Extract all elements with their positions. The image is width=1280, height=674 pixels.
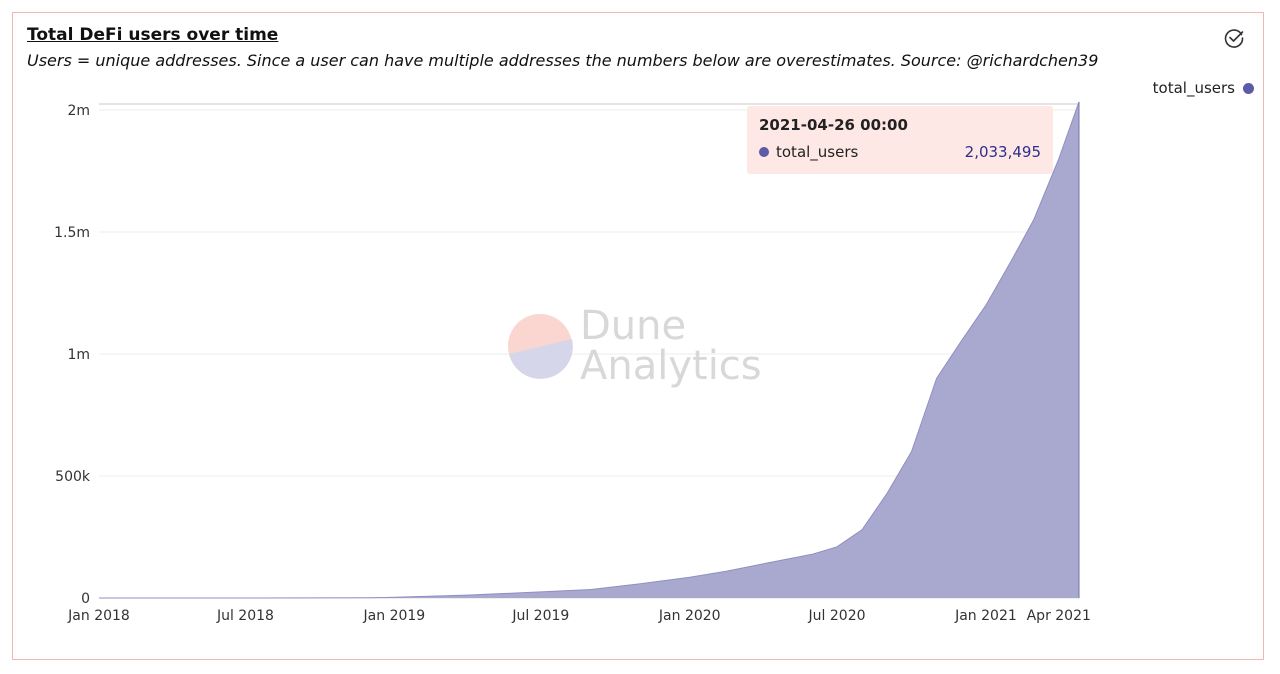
x-tick-label: Jul 2020 <box>808 608 866 624</box>
y-tick-label: 2m <box>67 103 90 119</box>
chart-title[interactable]: Total DeFi users over time <box>27 25 279 45</box>
check-circle-icon[interactable] <box>1223 27 1245 49</box>
x-tick-label: Jan 2018 <box>67 608 130 624</box>
y-tick-label: 0 <box>81 591 90 607</box>
legend-item-total-users[interactable]: total_users <box>1153 79 1254 97</box>
y-tick-label: 1m <box>67 347 90 363</box>
series-area-total-users <box>99 101 1079 599</box>
tooltip: 2021-04-26 00:00 total_users 2,033,495 <box>747 106 1053 174</box>
x-tick-label: Jul 2019 <box>511 608 569 624</box>
y-tick-label: 1.5m <box>54 225 90 241</box>
x-tick-label: Jan 2020 <box>658 608 721 624</box>
x-tick-label: Apr 2021 <box>1027 608 1091 624</box>
y-tick-label: 500k <box>55 469 91 485</box>
tooltip-series-name: total_users <box>776 143 859 161</box>
x-tick-label: Jan 2021 <box>954 608 1017 624</box>
tooltip-date: 2021-04-26 00:00 <box>759 116 908 134</box>
x-tick-label: Jan 2019 <box>363 608 426 624</box>
legend-dot <box>1243 82 1254 94</box>
chart-subtitle: Users = unique addresses. Since a user c… <box>27 51 1099 70</box>
legend-label: total_users <box>1152 79 1235 97</box>
series-line-total-users <box>99 101 1080 599</box>
tooltip-value: 2,033,495 <box>964 143 1041 161</box>
tooltip-series-dot <box>759 147 769 157</box>
x-tick-label: Jul 2018 <box>216 608 274 624</box>
